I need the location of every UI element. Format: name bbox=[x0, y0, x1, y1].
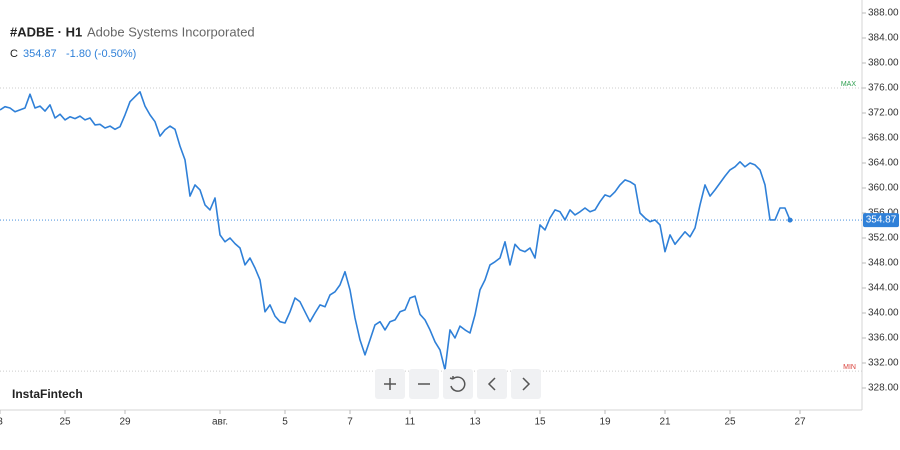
x-tick-label: 29 bbox=[119, 417, 131, 428]
y-tick-label: 372.00 bbox=[868, 108, 899, 119]
button-bg bbox=[511, 369, 541, 399]
x-tick-label: 7 bbox=[347, 417, 353, 428]
toolbar bbox=[375, 369, 541, 399]
scroll-right-button[interactable] bbox=[511, 369, 541, 399]
zoom-out-button[interactable] bbox=[409, 369, 439, 399]
y-tick-label: 332.00 bbox=[868, 358, 899, 369]
y-tick-label: 388.00 bbox=[868, 8, 899, 19]
min-label: MIN bbox=[843, 364, 856, 371]
x-tick-label: 19 bbox=[599, 417, 611, 428]
icon bbox=[384, 378, 396, 390]
y-tick-label: 376.00 bbox=[868, 83, 899, 94]
price-line bbox=[0, 91, 791, 371]
y-tick-label: 360.00 bbox=[868, 183, 899, 194]
y-tick-label: 368.00 bbox=[868, 133, 899, 144]
x-tick-label: 25 bbox=[724, 417, 736, 428]
y-tick-label: 384.00 bbox=[868, 33, 899, 44]
x-tick-label: 21 bbox=[659, 417, 671, 428]
icon bbox=[522, 377, 531, 391]
x-tick-label: 3 bbox=[0, 417, 3, 428]
max-label: MAX bbox=[841, 81, 857, 88]
symbol: #ADBE · H1 bbox=[10, 24, 82, 39]
x-tick-label: 13 bbox=[469, 417, 481, 428]
icon bbox=[449, 376, 466, 392]
zoom-in-button[interactable] bbox=[375, 369, 405, 399]
x-tick-label: авг. bbox=[212, 417, 228, 428]
close-value: 354.87 bbox=[23, 48, 57, 60]
x-tick-label: 25 bbox=[59, 417, 71, 428]
y-tick-label: 352.00 bbox=[868, 233, 899, 244]
reset-button[interactable] bbox=[443, 369, 473, 399]
y-tick-label: 380.00 bbox=[868, 58, 899, 69]
button-bg bbox=[443, 369, 473, 399]
last-price-box bbox=[863, 213, 899, 228]
y-tick-label: 348.00 bbox=[868, 258, 899, 269]
y-tick-label: 336.00 bbox=[868, 333, 899, 344]
brand: InstaFintech bbox=[12, 387, 83, 401]
change: -1.80 (-0.50%) bbox=[66, 48, 136, 60]
x-tick-label: 27 bbox=[794, 417, 806, 428]
scroll-left-button[interactable] bbox=[477, 369, 507, 399]
x-tick-label: 11 bbox=[405, 417, 416, 428]
last-price-label: 354.87 bbox=[866, 215, 897, 226]
y-tick-label: 344.00 bbox=[868, 283, 899, 294]
x-tick-label: 15 bbox=[534, 417, 546, 428]
last-point bbox=[787, 217, 793, 223]
x-tick-label: 5 bbox=[282, 417, 288, 428]
y-tick-label: 328.00 bbox=[868, 383, 899, 394]
y-tick-label: 364.00 bbox=[868, 158, 899, 169]
company: Adobe Systems Incorporated bbox=[87, 24, 255, 39]
y-tick-label: 340.00 bbox=[868, 308, 899, 319]
plot bbox=[0, 87, 862, 372]
button-bg bbox=[477, 369, 507, 399]
close-label: C bbox=[10, 48, 18, 60]
icon bbox=[487, 377, 496, 391]
